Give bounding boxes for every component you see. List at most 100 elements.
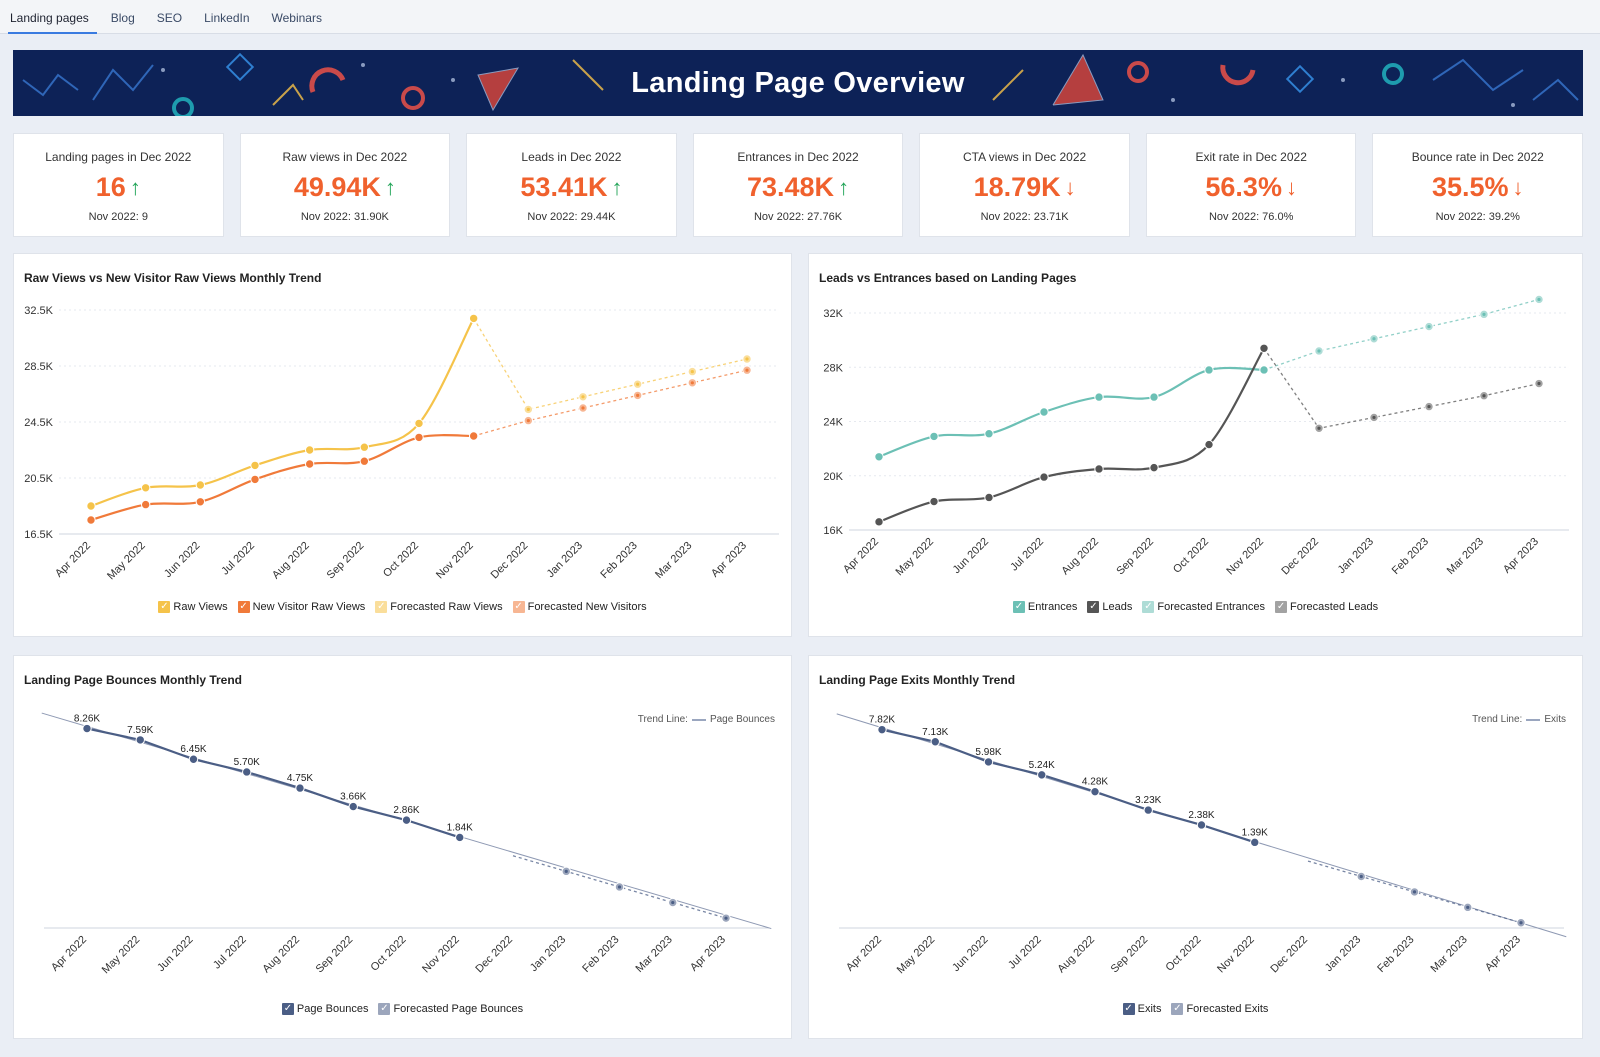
x-tick-label: Oct 2022 — [381, 540, 421, 580]
chart-title: Landing Page Bounces Monthly Trend — [24, 673, 243, 687]
x-tick-label: Nov 2022 — [420, 934, 462, 976]
arrow-down-icon: ↓ — [1512, 174, 1524, 200]
data-label: 2.38K — [1188, 810, 1214, 821]
kpi-card-entrances: Entrances in Dec 2022 73.48K ↑ Nov 2022: … — [692, 133, 904, 237]
tab-linkedin[interactable]: LinkedIn — [204, 11, 250, 25]
data-point-core — [1372, 337, 1376, 341]
x-tick-label: Jan 2023 — [1323, 934, 1363, 974]
kpi-previous: Nov 2022: 29.44K — [527, 211, 616, 223]
kpi-value: 53.41K ↑ — [520, 172, 622, 203]
x-tick-label: Jul 2022 — [1006, 934, 1044, 972]
x-tick-label: Nov 2022 — [1224, 536, 1266, 578]
x-tick-label: May 2022 — [893, 536, 936, 579]
chart-legend: ✓ Exits ✓ Forecasted Exits — [809, 1003, 1582, 1015]
data-point-core — [1537, 297, 1541, 302]
x-tick-label: Jun 2022 — [951, 536, 991, 576]
legend-item[interactable]: ✓ Leads — [1087, 601, 1132, 613]
kpi-title: Entrances in Dec 2022 — [737, 150, 859, 164]
x-tick-label: Oct 2022 — [369, 934, 409, 974]
legend-item[interactable]: ✓ Raw Views — [158, 601, 228, 613]
data-label: 4.75K — [287, 773, 313, 784]
checkbox-icon: ✓ — [512, 601, 525, 613]
chart-panel-leads-entrances: Leads vs Entrances based on Landing Page… — [808, 253, 1583, 637]
tab-webinars[interactable]: Webinars — [271, 11, 322, 25]
data-point-core — [636, 393, 640, 397]
y-tick-label: 16K — [823, 525, 843, 537]
x-tick-label: Sep 2022 — [1109, 934, 1151, 976]
legend-item[interactable]: ✓ Forecasted Page Bounces — [378, 1003, 523, 1015]
x-tick-label: Aug 2022 — [1055, 934, 1097, 976]
data-point-core — [417, 421, 421, 425]
chart-panel-raw-views: Raw Views vs New Visitor Raw Views Month… — [13, 253, 792, 637]
legend-label: Forecasted Leads — [1290, 601, 1379, 613]
legend-label: New Visitor Raw Views — [252, 601, 366, 613]
series-line — [1263, 298, 1540, 371]
banner-title: Landing Page Overview — [631, 66, 965, 99]
x-tick-label: Mar 2023 — [653, 540, 694, 581]
x-tick-label: Feb 2023 — [598, 540, 639, 581]
data-point-core — [1537, 381, 1541, 386]
legend-item[interactable]: ✓ Forecasted Exits — [1171, 1003, 1268, 1015]
y-tick-label: 28K — [823, 362, 843, 374]
legend-item[interactable]: ✓ Forecasted New Visitors — [512, 601, 647, 613]
y-tick-label: 24K — [823, 417, 843, 429]
arrow-up-icon: ↑ — [384, 174, 396, 200]
data-point-core — [1152, 395, 1156, 399]
trend-label: Trend Line: — [1472, 714, 1523, 725]
y-tick-label: 24.5K — [24, 417, 53, 429]
x-tick-label: Mar 2023 — [1445, 536, 1486, 577]
tab-landing-pages[interactable]: Landing pages — [8, 11, 97, 34]
data-point-core — [198, 483, 202, 487]
trend-line-legend: Trend Line: Page Bounces — [638, 714, 775, 725]
chart-title: Landing Page Exits Monthly Trend — [819, 673, 1016, 687]
kpi-value-text: 18.79K — [973, 172, 1061, 202]
data-point-core — [526, 407, 530, 411]
data-point-core — [1207, 368, 1211, 372]
legend-item[interactable]: ✓ Forecasted Leads — [1275, 601, 1378, 613]
data-label: 2.86K — [393, 805, 419, 816]
kpi-value-text: 53.41K — [520, 172, 608, 202]
legend-label: Leads — [1102, 601, 1133, 613]
x-tick-label: Aug 2022 — [1059, 536, 1101, 578]
data-point-core — [877, 455, 881, 459]
data-point-core — [745, 368, 749, 372]
series-line — [1263, 347, 1540, 430]
legend-item[interactable]: ✓ Forecasted Entrances — [1142, 601, 1265, 613]
legend-item[interactable]: ✓ Exits — [1122, 1003, 1161, 1015]
chart-legend: ✓ Page Bounces ✓ Forecasted Page Bounces — [14, 1003, 791, 1015]
legend-item[interactable]: ✓ Entrances — [1012, 601, 1077, 613]
data-point-core — [581, 395, 585, 399]
data-point-core — [458, 835, 462, 840]
kpi-value-text: 16 — [95, 172, 126, 202]
data-point-core — [308, 462, 312, 466]
x-tick-label: Jun 2022 — [162, 540, 202, 580]
y-tick-label: 28.5K — [24, 361, 53, 373]
checkbox-icon: ✓ — [378, 1003, 391, 1015]
kpi-previous: Nov 2022: 31.90K — [300, 211, 389, 223]
x-tick-label: Sep 2022 — [1114, 536, 1156, 578]
x-tick-label: Jan 2023 — [528, 934, 568, 974]
trend-line-swatch — [1526, 718, 1541, 721]
tab-seo[interactable]: SEO — [156, 11, 183, 25]
trend-name: Exits — [1544, 714, 1566, 725]
legend-label: Forecasted New Visitors — [527, 601, 647, 613]
legend-label: Forecasted Exits — [1186, 1003, 1269, 1015]
series-line — [473, 369, 748, 437]
kpi-value: 56.3% ↓ — [1205, 172, 1297, 203]
legend-item[interactable]: ✓ Forecasted Raw Views — [375, 601, 503, 613]
data-label: 1.39K — [1242, 827, 1268, 838]
data-label: 3.66K — [340, 792, 366, 803]
kpi-card-landing-pages: Landing pages in Dec 2022 16 ↑ Nov 2022: … — [13, 133, 224, 237]
kpi-card-raw-views: Raw views in Dec 2022 49.94K ↑ Nov 2022: … — [239, 133, 451, 237]
data-point-core — [1372, 415, 1376, 420]
tab-blog[interactable]: Blog — [110, 11, 135, 25]
arrow-up-icon: ↑ — [611, 174, 623, 200]
legend-item[interactable]: ✓ Page Bounces — [281, 1003, 368, 1015]
trend-name: Page Bounces — [709, 714, 775, 725]
legend-item[interactable]: ✓ New Visitor Raw Views — [237, 601, 366, 613]
arrow-up-icon: ↑ — [129, 174, 141, 200]
data-point-core — [1317, 349, 1321, 353]
x-tick-label: Mar 2023 — [1429, 934, 1470, 975]
checkbox-icon: ✓ — [1171, 1003, 1184, 1015]
legend-label: Forecasted Entrances — [1157, 601, 1266, 613]
